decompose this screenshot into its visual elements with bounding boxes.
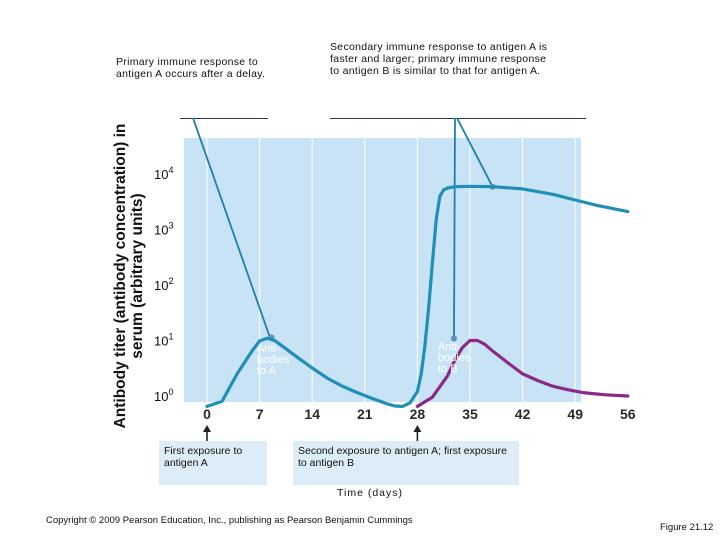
exposure-arrows: [203, 425, 422, 441]
first-exposure-label: First exposure to antigen A: [159, 441, 267, 485]
plot-area: [184, 138, 581, 402]
series-line-a: [205, 184, 630, 408]
callout-marker-secondary-b: [451, 335, 457, 342]
x-ticks: 0 7 14 21 28 35 42 49 56: [203, 406, 636, 422]
y-tick-base: 10: [154, 223, 168, 238]
series-label-b: Anti-bodies to B: [438, 341, 471, 375]
series-label-line: bodies: [438, 352, 471, 364]
series-label-line: to A: [257, 365, 277, 377]
callout-lines: [192, 117, 496, 342]
x-tick-label-35: 35: [462, 406, 478, 422]
y-tick-exponent: 0: [168, 387, 173, 397]
series-label-line: Anti-: [257, 343, 280, 355]
callout-line-secondary-a: [456, 117, 494, 188]
primary-response-callout: Primary immune response to antigen A occ…: [116, 56, 266, 80]
y-tick-label-10000: 104: [154, 165, 173, 182]
y-tick-base: 10: [154, 167, 168, 182]
y-tick-exponent: 2: [168, 276, 173, 286]
series-label-line: bodies: [257, 354, 290, 366]
y-tick-label-1000: 103: [154, 221, 173, 238]
callout-line-primary: [192, 117, 271, 337]
y-tick-label-10: 101: [154, 332, 173, 349]
series-label-line: Anti-: [438, 341, 461, 353]
y-tick-base: 10: [154, 334, 168, 349]
copyright-text: Copyright © 2009 Pearson Education, Inc.…: [46, 515, 413, 526]
x-tick-label-56: 56: [620, 406, 636, 422]
series-line-b: [415, 338, 630, 408]
callout-line-secondary-b: [453, 117, 456, 337]
y-tick-base: 10: [154, 278, 168, 293]
y-tick-exponent: 4: [168, 165, 173, 175]
x-tick-label-0: 0: [203, 406, 211, 422]
x-axis-label: Time (days): [336, 487, 404, 499]
x-tick-label-21: 21: [357, 406, 373, 422]
x-tick-label-7: 7: [256, 406, 264, 422]
series-label-line: to B: [438, 363, 458, 375]
y-tick-label-100: 102: [154, 276, 173, 293]
x-tick-label-49: 49: [567, 406, 583, 422]
x-tick-label-42: 42: [515, 406, 531, 422]
figure-number: Figure 21.12: [660, 522, 714, 533]
y-tick-exponent: 3: [168, 221, 173, 231]
second-exposure-label: Second exposure to antigen A; first expo…: [293, 441, 519, 485]
x-tick-label-14: 14: [304, 406, 320, 422]
series-lines: [205, 184, 630, 408]
y-tick-base: 10: [154, 389, 168, 404]
x-tick-label-28: 28: [410, 406, 426, 422]
y-tick-exponent: 1: [168, 332, 173, 342]
gridlines: [206, 138, 629, 402]
y-tick-label-1: 100: [154, 387, 173, 404]
primary-callout-rule: [180, 118, 268, 119]
exposure-arrow-head-0: [203, 425, 211, 432]
series-label-a: Anti-bodies to A: [257, 343, 290, 377]
secondary-response-callout: Secondary immune response to antigen A i…: [330, 41, 548, 77]
exposure-arrow-head-1: [413, 425, 422, 432]
